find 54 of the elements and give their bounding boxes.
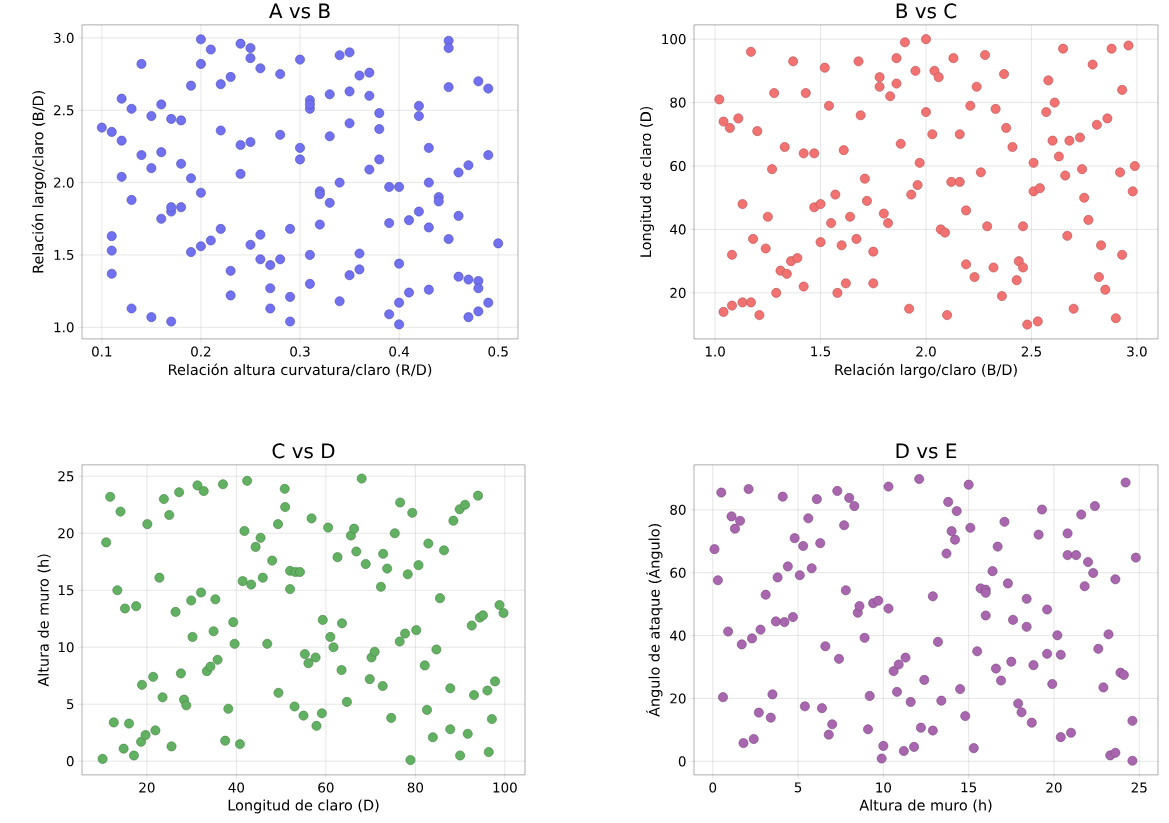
x-tick-label: 80 bbox=[407, 782, 424, 793]
y-tick-label: 20 bbox=[58, 528, 74, 539]
x-axis-title: Relación largo/claro (B/D) bbox=[835, 363, 1017, 379]
y-tick-label: 1.0 bbox=[54, 322, 74, 333]
x-tick-label: 1.0 bbox=[705, 346, 725, 357]
x-tick-label: 20 bbox=[139, 782, 155, 793]
y-axis-title: Altura de muro (h) bbox=[37, 554, 51, 687]
x-axis-title: Relación altura curvatura/claro (R/D) bbox=[169, 363, 432, 377]
y-tick-label: 40 bbox=[670, 630, 686, 641]
x-tick-label: 0.3 bbox=[290, 346, 310, 357]
x-tick-label: 60 bbox=[318, 782, 334, 793]
x-tick-label: 15 bbox=[961, 782, 977, 793]
y-tick-label: 80 bbox=[670, 504, 686, 515]
x-tick-label: 0.4 bbox=[389, 346, 410, 357]
y-tick-label: 2.0 bbox=[54, 177, 74, 188]
x-tick-label: 5 bbox=[794, 782, 802, 793]
y-tick-label: 3.0 bbox=[54, 32, 74, 44]
y-tick-label: 80 bbox=[670, 97, 686, 108]
y-tick-label: 60 bbox=[670, 567, 686, 578]
y-tick-label: 20 bbox=[670, 287, 686, 299]
y-tick-label: 40 bbox=[670, 224, 686, 235]
x-axis-title: Longitud de claro (D) bbox=[228, 799, 379, 814]
x-tick-label: 20 bbox=[1046, 782, 1062, 793]
x-tick-label: 40 bbox=[228, 782, 245, 793]
y-tick-label: 10 bbox=[58, 642, 74, 653]
x-tick-label: 3.0 bbox=[1127, 346, 1147, 357]
x-tick-label: 2.5 bbox=[1021, 346, 1041, 357]
chart-title: D vs E bbox=[896, 443, 957, 459]
y-tick-label: 0 bbox=[678, 756, 686, 767]
chart-title: B vs C bbox=[896, 3, 957, 19]
x-tick-label: 10 bbox=[876, 782, 892, 793]
y-tick-label: 20 bbox=[670, 693, 686, 704]
chart-title: C vs D bbox=[272, 443, 335, 459]
y-tick-label: 5 bbox=[66, 699, 74, 710]
y-tick-label: 2.5 bbox=[54, 105, 74, 116]
y-tick-label: 0 bbox=[66, 756, 74, 767]
x-tick-label: 0.5 bbox=[488, 346, 508, 357]
x-tick-label: 1.5 bbox=[811, 346, 831, 357]
y-axis-title: Ángulo de ataque (Ángulo) bbox=[646, 524, 663, 717]
x-tick-label: 2.0 bbox=[916, 346, 936, 357]
y-tick-label: 100 bbox=[662, 34, 686, 45]
chart-title: A vs B bbox=[269, 3, 330, 19]
y-tick-label: 15 bbox=[58, 585, 74, 596]
y-axis-title: Relación largo/claro (B/D) bbox=[31, 91, 47, 273]
y-tick-label: 60 bbox=[670, 161, 686, 172]
x-axis-title: Altura de muro (h) bbox=[859, 799, 992, 813]
y-axis-title: Longitud de claro (D) bbox=[639, 106, 654, 257]
x-tick-label: 0 bbox=[709, 782, 717, 793]
x-tick-label: 100 bbox=[493, 782, 517, 793]
y-tick-label: 1.5 bbox=[54, 250, 74, 261]
x-tick-label: 25 bbox=[1131, 782, 1147, 793]
y-tick-label: 25 bbox=[58, 471, 74, 482]
x-tick-label: 0.2 bbox=[191, 346, 211, 357]
x-tick-label: 0.1 bbox=[92, 346, 112, 357]
